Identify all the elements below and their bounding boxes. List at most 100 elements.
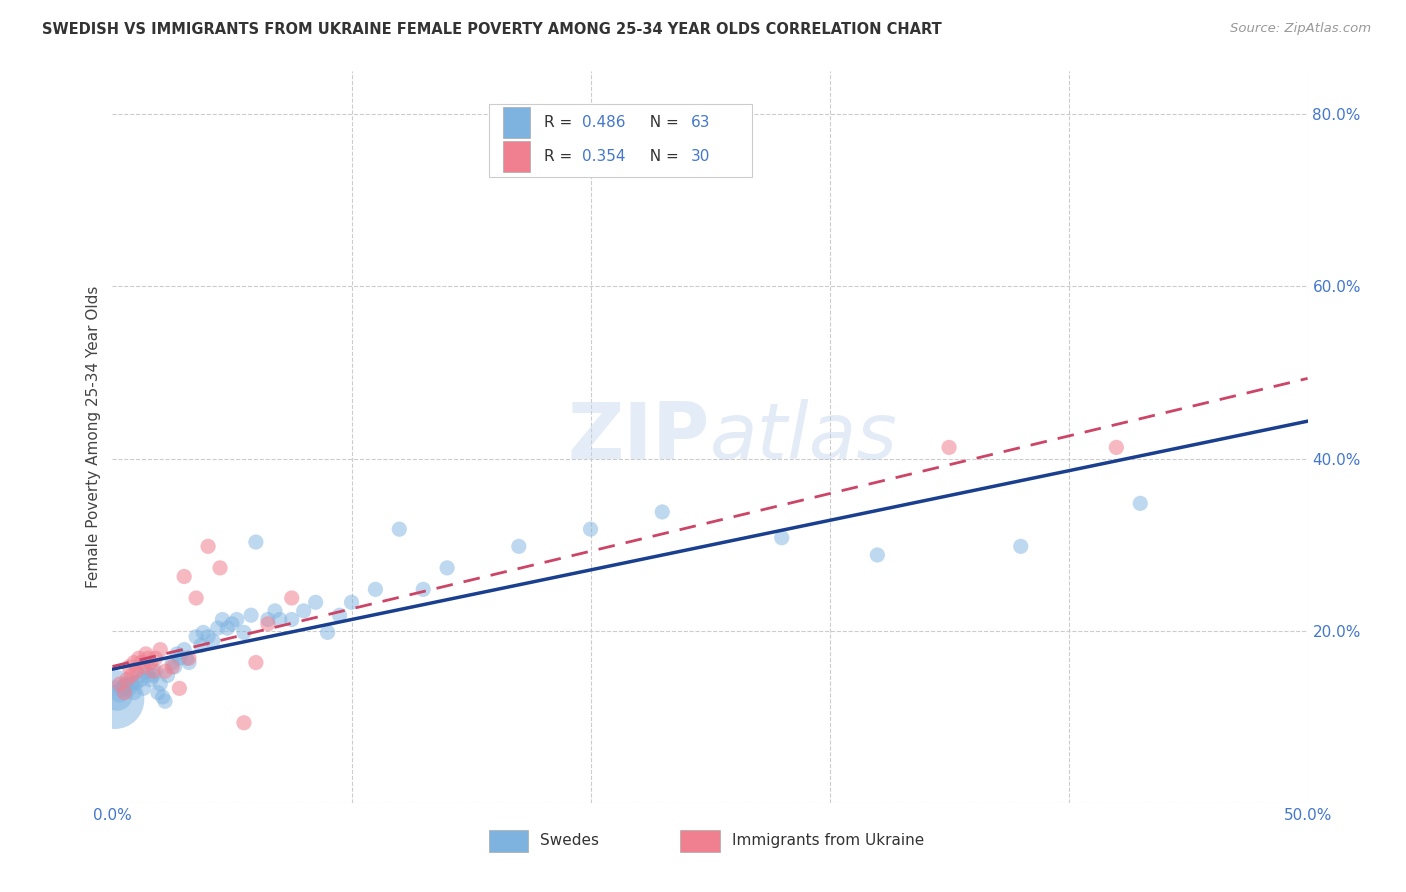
Point [145,664,167,678]
Point [388,522,411,536]
Text: Immigrants from Ukraine: Immigrants from Ukraine [731,833,924,848]
Point [139,656,162,670]
Point [176,651,198,665]
Point [132,660,155,674]
Point [115,673,138,687]
Point [122,686,145,700]
Text: N =: N = [640,115,683,130]
Point [209,561,232,575]
Point [211,613,233,627]
Point [257,613,280,627]
Point [177,656,200,670]
Point [245,535,267,549]
Point [114,686,135,700]
Point [138,668,160,682]
Point [129,673,152,687]
FancyBboxPatch shape [489,830,529,852]
Point [329,608,352,623]
Text: 30: 30 [690,149,710,164]
Point [122,656,145,670]
Point [1010,540,1032,554]
Point [292,604,315,618]
Point [233,625,256,640]
Point [866,548,889,562]
Text: R =: R = [544,149,576,164]
Point [108,677,131,691]
Point [162,660,183,674]
Point [193,625,215,640]
Point [186,630,208,644]
Point [153,694,176,708]
Point [129,656,152,670]
Point [132,681,155,696]
Point [364,582,387,597]
Point [412,582,434,597]
Point [217,621,239,635]
Point [118,660,141,674]
Point [770,531,793,545]
Point [163,660,186,674]
Point [108,686,131,700]
Point [281,613,304,627]
Point [245,656,267,670]
FancyBboxPatch shape [503,107,530,138]
Point [169,681,191,696]
Point [125,675,148,690]
Point [149,677,172,691]
Point [316,625,339,640]
Text: SWEDISH VS IMMIGRANTS FROM UKRAINE FEMALE POVERTY AMONG 25-34 YEAR OLDS CORRELAT: SWEDISH VS IMMIGRANTS FROM UKRAINE FEMAL… [42,22,942,37]
Text: N =: N = [640,149,683,164]
Point [281,591,304,605]
Point [233,715,256,730]
Point [138,651,160,665]
FancyBboxPatch shape [489,104,752,178]
Point [104,692,127,706]
Point [190,638,212,652]
Point [1105,441,1128,455]
Y-axis label: Female Poverty Among 25-34 Year Olds: Female Poverty Among 25-34 Year Olds [86,286,101,588]
Text: R =: R = [544,115,576,130]
Point [166,647,188,661]
Point [125,664,148,678]
Text: ZIP: ZIP [568,399,710,475]
Point [121,668,143,682]
Point [169,651,191,665]
Point [225,613,247,627]
FancyBboxPatch shape [681,830,720,852]
Point [115,677,138,691]
Point [938,441,960,455]
Point [118,681,141,696]
Point [240,608,263,623]
Point [436,561,458,575]
Point [201,634,224,648]
Point [139,673,162,687]
Point [173,569,195,583]
Point [221,616,243,631]
Point [142,668,165,682]
Point [135,647,157,661]
Point [264,604,287,618]
Text: 0.486: 0.486 [582,115,626,130]
FancyBboxPatch shape [503,141,530,171]
Point [1129,496,1152,510]
Point [197,630,219,644]
Point [579,522,602,536]
Point [111,682,134,697]
Point [257,616,280,631]
Point [142,664,165,678]
Point [146,686,169,700]
Text: Swedes: Swedes [540,833,599,848]
Point [197,540,219,554]
Point [114,680,135,694]
Point [508,540,530,554]
Point [149,642,172,657]
Text: atlas: atlas [710,399,898,475]
Text: Source: ZipAtlas.com: Source: ZipAtlas.com [1230,22,1371,36]
Point [128,668,150,682]
Point [177,651,200,665]
Point [152,690,174,704]
Point [173,642,195,657]
Text: 0.354: 0.354 [582,149,626,164]
Point [105,688,128,702]
Point [340,595,363,609]
